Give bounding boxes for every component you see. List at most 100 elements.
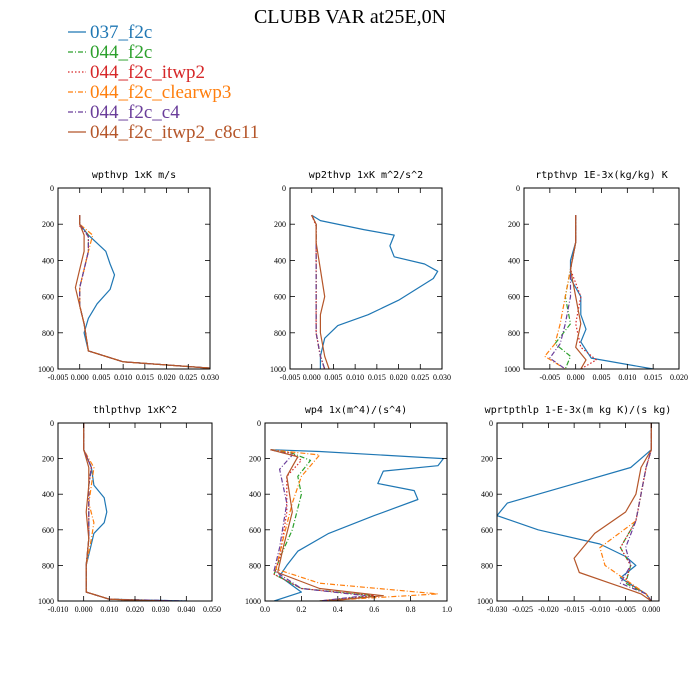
x-tick-label: 0.040 (177, 605, 195, 614)
y-tick-label: 200 (274, 220, 286, 229)
y-tick-label: 400 (508, 256, 520, 265)
series-group (270, 449, 444, 601)
plot-frame (264, 422, 448, 602)
y-tick-label: 1000 (477, 597, 493, 606)
x-tick-label: 0.000 (71, 373, 89, 382)
x-tick-label: 0.015 (368, 373, 386, 382)
x-tick-label: 0.020 (390, 373, 408, 382)
x-tick-label: 0.020 (670, 373, 688, 382)
x-tick-label: 0.6 (369, 605, 379, 614)
x-tick-label: 0.000 (303, 373, 321, 382)
y-tick-label: 400 (274, 256, 286, 265)
x-tick-label: -0.020 (538, 605, 559, 614)
panel-title: wprtpthlp 1-E-3x(m kg K)/(s kg) (485, 405, 672, 416)
x-tick-label: 0.010 (346, 373, 364, 382)
x-tick-label: -0.005 (280, 373, 301, 382)
x-tick-label: -0.010 (48, 605, 69, 614)
y-tick-label: 0 (50, 184, 54, 193)
legend-label: 044_f2c_clearwp3 (90, 82, 231, 103)
legend-label: 044_f2c_c4 (90, 102, 180, 123)
y-tick-label: 600 (274, 293, 286, 302)
panel-title: wp4 1x(m^4)/(s^4) (305, 405, 407, 416)
x-tick-label: 0.025 (411, 373, 429, 382)
series-line (270, 449, 444, 601)
x-tick-label: 0.020 (126, 605, 144, 614)
y-tick-label: 1000 (38, 597, 54, 606)
y-tick-label: 0 (50, 419, 54, 428)
x-tick-label: -0.030 (487, 605, 508, 614)
x-tick-label: 0.010 (114, 373, 132, 382)
legend-label: 044_f2c (90, 42, 152, 63)
legend: 037_f2c044_f2c044_f2c_itwp2044_f2c_clear… (68, 22, 259, 143)
x-tick-label: 0.020 (158, 373, 176, 382)
plot-frame (57, 422, 213, 602)
series-line (619, 423, 652, 601)
x-tick-label: 0.015 (644, 373, 662, 382)
x-tick-label: 0.025 (179, 373, 197, 382)
series-line (270, 449, 439, 601)
series-line (270, 449, 375, 601)
x-tick-label: -0.005 (539, 373, 560, 382)
series-line (83, 423, 161, 601)
y-tick-label: 800 (249, 561, 261, 570)
x-tick-label: -0.005 (615, 605, 636, 614)
series-line (83, 423, 161, 601)
y-tick-label: 1000 (38, 365, 54, 374)
series-line (270, 449, 366, 601)
y-tick-label: 1000 (504, 365, 520, 374)
x-tick-label: 0.000 (75, 605, 93, 614)
plot-frame (496, 422, 660, 602)
x-tick-label: 0.005 (324, 373, 342, 382)
y-tick-label: 400 (481, 490, 493, 499)
chart-panel: thlpthvp 1xK^2 0 200 400 600 800 1000-0.010 0.0… (38, 405, 221, 614)
x-tick-label: 0.010 (618, 373, 636, 382)
y-tick-label: 200 (42, 455, 54, 464)
y-tick-label: 1000 (245, 597, 261, 606)
legend-label: 044_f2c_itwp2 (90, 62, 205, 83)
series-line (619, 423, 652, 601)
x-tick-label: 0.2 (296, 605, 306, 614)
x-tick-label: 0.030 (152, 605, 170, 614)
panel-title: thlpthvp 1xK^2 (93, 405, 177, 416)
series-line (569, 215, 587, 369)
x-tick-label: 0.0 (260, 605, 270, 614)
series-line (619, 423, 652, 601)
plot-frame (289, 187, 443, 370)
x-tick-label: 0.8 (406, 605, 416, 614)
series-line (79, 215, 210, 369)
y-tick-label: 600 (249, 526, 261, 535)
y-tick-label: 200 (481, 455, 493, 464)
x-tick-label: -0.025 (512, 605, 533, 614)
x-tick-label: 0.005 (92, 373, 110, 382)
y-tick-label: 800 (481, 561, 493, 570)
series-line (74, 215, 210, 369)
y-tick-label: 200 (42, 220, 54, 229)
x-tick-label: 0.000 (642, 605, 660, 614)
y-tick-label: 600 (508, 293, 520, 302)
chart-panel: wp2thvp 1xK m^2/s^2 0 200 400 600 800 1000-0.0… (270, 170, 451, 382)
legend-label: 037_f2c (90, 22, 152, 43)
y-tick-label: 800 (42, 329, 54, 338)
series-group (311, 214, 439, 369)
series-line (79, 215, 210, 369)
series-line (83, 423, 187, 601)
y-tick-label: 400 (42, 490, 54, 499)
plot-frame (57, 187, 211, 370)
series-line (79, 215, 210, 369)
panel-title: rtpthvp 1E-3x(kg/kg) K (535, 170, 667, 181)
x-tick-label: 0.015 (136, 373, 154, 382)
y-tick-label: 600 (481, 526, 493, 535)
series-line (573, 423, 652, 601)
y-tick-label: 600 (42, 293, 54, 302)
y-tick-label: 400 (42, 256, 54, 265)
x-tick-label: -0.005 (48, 373, 69, 382)
y-tick-label: 800 (274, 329, 286, 338)
panel-title: wp2thvp 1xK m^2/s^2 (309, 170, 423, 181)
series-line (79, 215, 210, 369)
y-tick-label: 0 (489, 419, 493, 428)
y-tick-label: 800 (42, 561, 54, 570)
